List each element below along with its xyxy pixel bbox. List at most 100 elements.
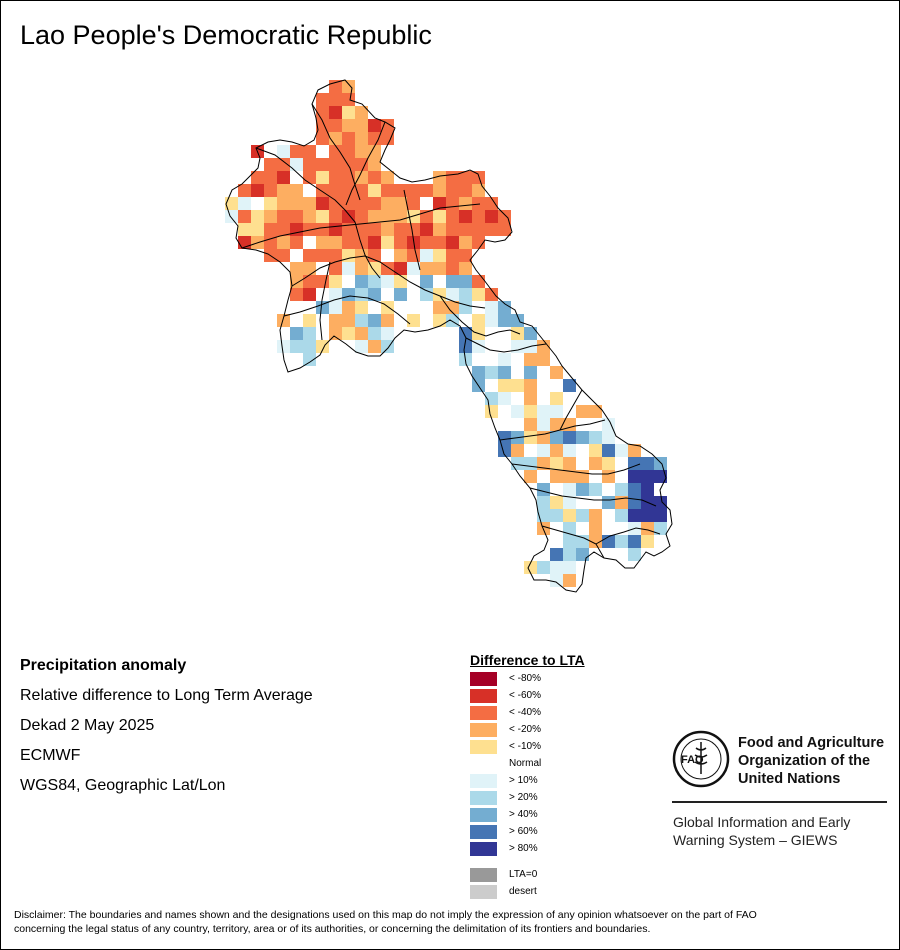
- anomaly-cell: [342, 119, 355, 132]
- anomaly-cell: [654, 522, 667, 535]
- disclaimer-line2: concerning the legal status of any count…: [14, 923, 651, 935]
- info-dekad: Dekad 2 May 2025: [20, 717, 155, 734]
- anomaly-cell: [524, 457, 537, 470]
- anomaly-cell: [381, 119, 394, 132]
- anomaly-cell: [524, 366, 537, 379]
- anomaly-cell: [394, 275, 407, 288]
- anomaly-cell: [472, 210, 485, 223]
- admin-boundaries: [225, 79, 673, 593]
- anomaly-cell: [498, 210, 511, 223]
- anomaly-cell: [355, 119, 368, 132]
- legend-swatch: [470, 868, 497, 882]
- anomaly-cell: [550, 509, 563, 522]
- anomaly-cell: [342, 327, 355, 340]
- legend-swatch: [470, 808, 497, 822]
- anomaly-cell: [550, 431, 563, 444]
- anomaly-cell: [446, 197, 459, 210]
- legend-label: > 20%: [509, 792, 538, 803]
- anomaly-cell: [628, 535, 641, 548]
- anomaly-cell: [420, 249, 433, 262]
- province-boundary: [403, 189, 421, 271]
- anomaly-cell: [316, 171, 329, 184]
- anomaly-cell: [524, 379, 537, 392]
- anomaly-cell: [550, 444, 563, 457]
- info-source: ECMWF: [20, 747, 81, 764]
- anomaly-cell: [550, 457, 563, 470]
- anomaly-cell: [433, 288, 446, 301]
- anomaly-cell: [524, 405, 537, 418]
- anomaly-cell: [589, 509, 602, 522]
- anomaly-cell: [472, 275, 485, 288]
- anomaly-cell: [329, 158, 342, 171]
- anomaly-cell: [238, 197, 251, 210]
- anomaly-cell: [498, 444, 511, 457]
- anomaly-cell: [641, 470, 654, 483]
- anomaly-cell: [303, 275, 316, 288]
- anomaly-cell: [641, 457, 654, 470]
- anomaly-cell: [563, 509, 576, 522]
- anomaly-cell: [368, 171, 381, 184]
- anomaly-cell: [485, 223, 498, 236]
- anomaly-cell: [368, 197, 381, 210]
- anomaly-cell: [316, 275, 329, 288]
- anomaly-cell: [563, 535, 576, 548]
- anomaly-cell: [563, 444, 576, 457]
- anomaly-cell: [277, 171, 290, 184]
- anomaly-cell: [394, 223, 407, 236]
- anomaly-cell: [524, 470, 537, 483]
- anomaly-cell: [329, 184, 342, 197]
- anomaly-cell: [550, 392, 563, 405]
- anomaly-cell: [498, 366, 511, 379]
- anomaly-cell: [368, 184, 381, 197]
- org-name-line1: Food and Agriculture: [738, 735, 885, 751]
- anomaly-cell: [394, 184, 407, 197]
- anomaly-cell: [342, 132, 355, 145]
- anomaly-cell: [433, 236, 446, 249]
- anomaly-cell: [368, 262, 381, 275]
- legend-label: Normal: [509, 758, 542, 769]
- anomaly-cell: [407, 314, 420, 327]
- anomaly-cell: [433, 184, 446, 197]
- anomaly-cell: [628, 483, 641, 496]
- anomaly-cell: [563, 457, 576, 470]
- anomaly-cell: [368, 223, 381, 236]
- anomaly-cell: [303, 249, 316, 262]
- anomaly-cell: [563, 561, 576, 574]
- anomaly-cell: [498, 223, 511, 236]
- anomaly-cell: [602, 418, 615, 431]
- anomaly-cell: [537, 496, 550, 509]
- anomaly-cell: [537, 353, 550, 366]
- anomaly-cell: [329, 106, 342, 119]
- anomaly-cell: [394, 210, 407, 223]
- anomaly-cell: [303, 288, 316, 301]
- anomaly-cell: [329, 275, 342, 288]
- anomaly-cell: [615, 535, 628, 548]
- anomaly-cell: [537, 483, 550, 496]
- anomaly-cell: [316, 223, 329, 236]
- anomaly-cell: [329, 249, 342, 262]
- anomaly-cell: [576, 548, 589, 561]
- anomaly-cell: [498, 392, 511, 405]
- anomaly-cell: [472, 236, 485, 249]
- anomaly-cell: [251, 171, 264, 184]
- org-divider: [672, 801, 887, 803]
- anomaly-cell: [368, 158, 381, 171]
- anomaly-cell: [342, 262, 355, 275]
- anomaly-cell: [316, 301, 329, 314]
- anomaly-cell: [290, 197, 303, 210]
- anomaly-cell: [277, 249, 290, 262]
- anomaly-cell: [615, 509, 628, 522]
- anomaly-cell: [511, 405, 524, 418]
- anomaly-cell: [368, 288, 381, 301]
- anomaly-cell: [602, 444, 615, 457]
- anomaly-cell: [277, 184, 290, 197]
- anomaly-cell: [602, 431, 615, 444]
- anomaly-cell: [290, 145, 303, 158]
- anomaly-cell: [628, 509, 641, 522]
- legend-label: desert: [509, 886, 537, 897]
- anomaly-cell: [498, 379, 511, 392]
- anomaly-cell: [602, 496, 615, 509]
- anomaly-cell: [316, 210, 329, 223]
- anomaly-cell: [355, 314, 368, 327]
